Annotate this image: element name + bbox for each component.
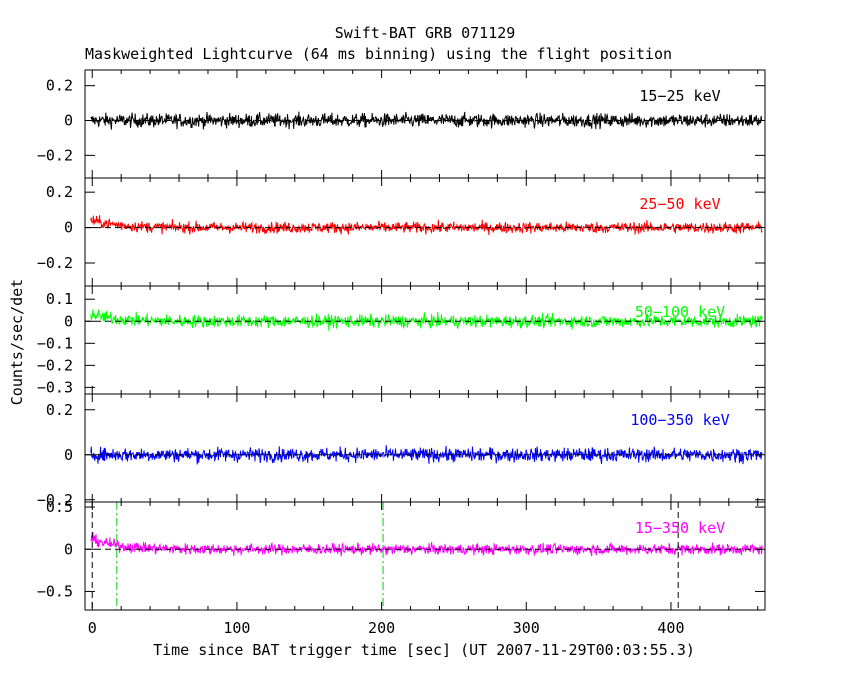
panel-frame: [84, 501, 766, 611]
panel-1: 0.2 0 −0.2 15−25 keV: [37, 69, 766, 179]
y-tick-label: −0.5: [37, 582, 73, 600]
x-tick-label: 400: [657, 619, 684, 637]
y-tick-label: −0.1: [37, 334, 73, 352]
y-tick-label: −0.2: [37, 254, 73, 272]
x-axis-label: Time since BAT trigger time [sec] (UT 20…: [153, 641, 695, 659]
y-tick-label: 0: [64, 312, 73, 330]
y-tick-label: 0.1: [46, 290, 73, 308]
chart-title: Swift-BAT GRB 071129: [335, 24, 516, 42]
lightcurve-series: [90, 531, 763, 557]
y-tick-label: 0: [64, 540, 73, 558]
y-tick-label: 0.2: [46, 77, 73, 95]
y-tick-label: −0.2: [37, 356, 73, 374]
y-tick-label: 0: [64, 446, 73, 464]
y-tick-label: −0.2: [37, 146, 73, 164]
band-label: 15−25 keV: [639, 87, 720, 105]
y-tick-label: 0.2: [46, 183, 73, 201]
panel-5: 0.5 0 −0.5 15−350 keV: [37, 498, 766, 611]
y-tick-label: 0.2: [46, 401, 73, 419]
y-tick-label: 0.5: [46, 498, 73, 516]
band-label: 100−350 keV: [630, 411, 729, 429]
panel-2: 0.2 0 −0.2 25−50 keV: [37, 177, 766, 287]
x-tick-label: 100: [223, 619, 250, 637]
y-tick-label: 0: [64, 112, 73, 130]
x-tick-label: 0: [88, 619, 97, 637]
y-axis-label: Counts/sec/det: [8, 279, 26, 405]
y-tick-label: −0.3: [37, 378, 73, 396]
band-label: 25−50 keV: [639, 195, 720, 213]
panel-4: 0.2 0 −0.2 100−350 keV: [37, 393, 766, 509]
y-tick-label: −0.2: [37, 491, 73, 509]
x-tick-label: 300: [513, 619, 540, 637]
chart-subtitle: Maskweighted Lightcurve (64 ms binning) …: [85, 45, 672, 63]
band-label: 15−350 keV: [635, 519, 725, 537]
panel-3: 0.1 0 −0.1 −0.2 −0.3 50−100 keV: [37, 285, 766, 396]
band-label: 50−100 keV: [635, 303, 725, 321]
lightcurve-series: [90, 445, 763, 465]
x-tick-label: 200: [368, 619, 395, 637]
y-tick-label: 0: [64, 219, 73, 237]
lightcurve-series: [90, 215, 763, 236]
